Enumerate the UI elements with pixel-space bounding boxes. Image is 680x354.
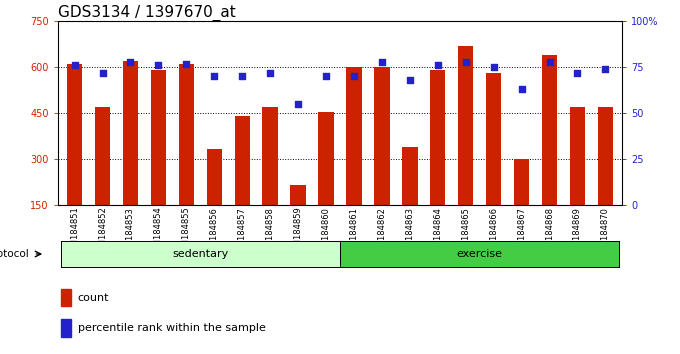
Text: count: count [78,292,109,303]
Text: sedentary: sedentary [172,249,228,259]
Point [97,70,108,76]
Bar [235,116,250,251]
Bar [458,46,473,251]
Point [405,77,415,83]
Point [125,59,136,64]
Point [292,101,303,107]
Bar [67,64,82,251]
Point [600,66,611,72]
Bar [123,61,138,251]
Bar [346,67,362,251]
Bar [514,159,529,251]
Point [349,74,360,79]
Point [69,63,80,68]
Point [153,63,164,68]
Bar [151,70,166,251]
Bar [486,73,501,251]
Point [572,70,583,76]
Bar [570,107,585,251]
Point [488,64,499,70]
Point [209,74,220,79]
Point [237,74,248,79]
Point [460,59,471,64]
Point [516,86,527,92]
Bar [61,289,71,307]
Text: GDS3134 / 1397670_at: GDS3134 / 1397670_at [58,5,235,21]
Text: percentile rank within the sample: percentile rank within the sample [78,323,265,333]
Bar [262,107,278,251]
Bar [402,147,418,251]
Bar [318,112,334,251]
Bar [374,67,390,251]
Text: protocol: protocol [0,249,32,259]
Point [181,61,192,67]
Bar [598,107,613,251]
Point [320,74,331,79]
Point [265,70,275,76]
Bar [61,319,71,337]
Point [432,63,443,68]
Text: exercise: exercise [457,249,503,259]
Bar [207,149,222,251]
Point [377,59,388,64]
Point [544,59,555,64]
Bar [179,64,194,251]
Bar [290,185,306,251]
Bar [542,55,557,251]
Bar [430,70,445,251]
Bar [95,107,110,251]
